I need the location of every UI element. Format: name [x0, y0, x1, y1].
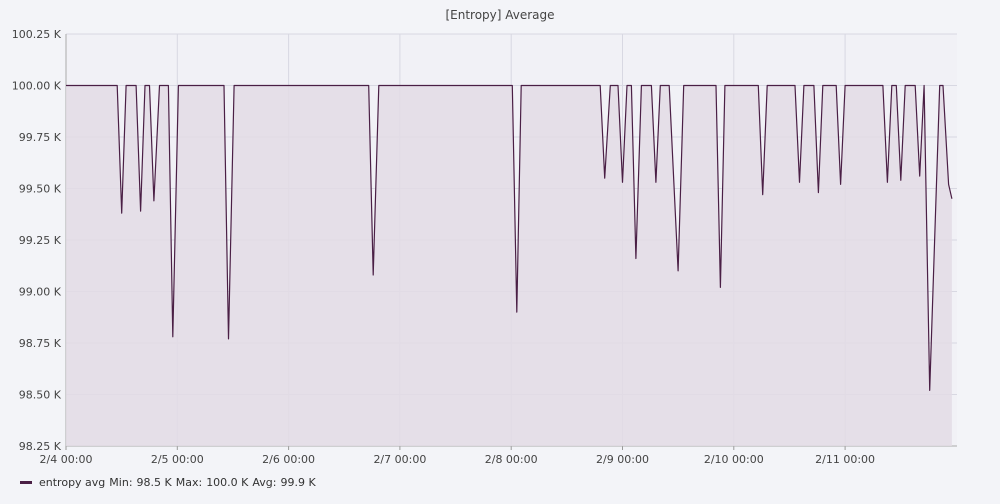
chart-title: [Entropy] Average: [445, 8, 554, 22]
x-tick-label: 2/11 00:00: [815, 453, 875, 466]
y-tick-label: 98.75 K: [19, 337, 62, 350]
x-tick-label: 2/6 00:00: [262, 453, 315, 466]
x-tick-label: 2/5 00:00: [151, 453, 204, 466]
legend-max-label: Max:: [175, 475, 203, 489]
series-line: [66, 84, 953, 391]
y-tick-label: 98.50 K: [19, 389, 62, 402]
legend-min-value: 98.5 K: [136, 475, 172, 489]
x-tick-label: 2/7 00:00: [373, 453, 426, 466]
legend-series-name: entropy avg: [39, 475, 106, 489]
legend-max-value: 100.0 K: [206, 475, 249, 489]
legend-avg-value: 99.9 K: [280, 475, 316, 489]
series-area: [66, 85, 952, 446]
y-tick-label: 99.25 K: [19, 234, 62, 247]
y-tick-label: 100.25 K: [12, 28, 62, 41]
x-tick-label: 2/8 00:00: [485, 453, 538, 466]
x-tick-label: 2/4 00:00: [40, 453, 93, 466]
y-tick-label: 99.75 K: [19, 131, 62, 144]
legend-min-label: Min:: [109, 475, 133, 489]
y-tick-label: 99.00 K: [19, 286, 62, 299]
y-tick-label: 99.50 K: [19, 183, 62, 196]
legend-avg-label: Avg:: [252, 475, 277, 489]
y-tick-label: 98.25 K: [19, 440, 62, 453]
x-tick-label: 2/9 00:00: [596, 453, 649, 466]
legend[interactable]: entropy avg Min: 98.5 K Max: 100.0 K Avg…: [20, 474, 316, 490]
y-tick-label: 100.00 K: [12, 80, 62, 93]
x-tick-label: 2/10 00:00: [704, 453, 764, 466]
legend-swatch: [20, 480, 32, 484]
